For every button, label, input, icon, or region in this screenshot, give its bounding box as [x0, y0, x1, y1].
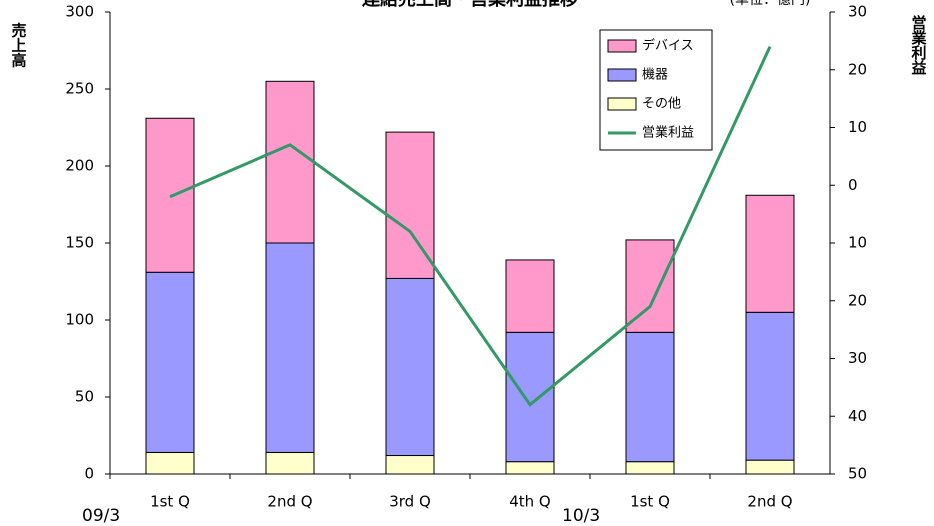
x-tick-label: 3rd Q [389, 493, 431, 511]
x-tick-label: 1st Q [150, 493, 190, 511]
y-tick-label: 200 [65, 157, 94, 175]
y2-tick-label: 20 [848, 60, 867, 78]
legend-label: 機器 [642, 68, 668, 83]
group-label: 09/3 [82, 506, 120, 526]
bar [625, 239, 675, 333]
bar [745, 459, 795, 475]
chart-title: 連結売上高・営業利益推移 [362, 0, 578, 10]
x-tick-label: 2nd Q [747, 493, 792, 511]
y2-tick-label: 10 [848, 118, 867, 136]
bar [505, 461, 555, 475]
y-tick-label: 300 [65, 3, 94, 21]
chart-subtitle: (単位：億円) [730, 0, 811, 8]
bar [625, 461, 675, 475]
x-tick-label: 1st Q [630, 493, 670, 511]
y2-axis-label: 営業利益 [910, 14, 928, 75]
y-tick-label: 250 [65, 80, 94, 98]
legend-swatch [607, 97, 637, 111]
y-tick-label: 0 [84, 465, 94, 483]
y-tick-label: 100 [65, 311, 94, 329]
bar [385, 277, 435, 457]
bar [265, 242, 315, 453]
y2-tick-label: 0 [848, 176, 858, 194]
y2-tick-label: 10 [848, 234, 867, 252]
bar [265, 451, 315, 475]
y-axis-label: 売上高 [10, 22, 28, 69]
legend-swatch [607, 39, 637, 53]
bar [745, 311, 795, 461]
y2-tick-label: 30 [848, 349, 867, 367]
bar [145, 451, 195, 475]
bar [625, 331, 675, 463]
x-tick-label: 2nd Q [267, 493, 312, 511]
x-tick-label: 4th Q [509, 493, 551, 511]
y-tick-label: 50 [75, 388, 94, 406]
bar [505, 259, 555, 333]
legend-swatch [607, 68, 637, 82]
bar [745, 194, 795, 313]
bar [385, 455, 435, 475]
bar [265, 80, 315, 244]
bar [145, 271, 195, 453]
line [169, 46, 772, 407]
legend-label: 営業利益 [642, 125, 694, 141]
y2-tick-label: 20 [848, 291, 867, 309]
legend-label: デバイス [642, 38, 694, 54]
y2-tick-label: 50 [848, 465, 867, 483]
y2-tick-label: 30 [848, 3, 867, 21]
group-label: 10/3 [562, 506, 600, 526]
legend-label: その他 [642, 97, 681, 112]
y2-tick-label: 40 [848, 407, 867, 425]
y-tick-label: 150 [65, 234, 94, 252]
bar [505, 331, 555, 463]
